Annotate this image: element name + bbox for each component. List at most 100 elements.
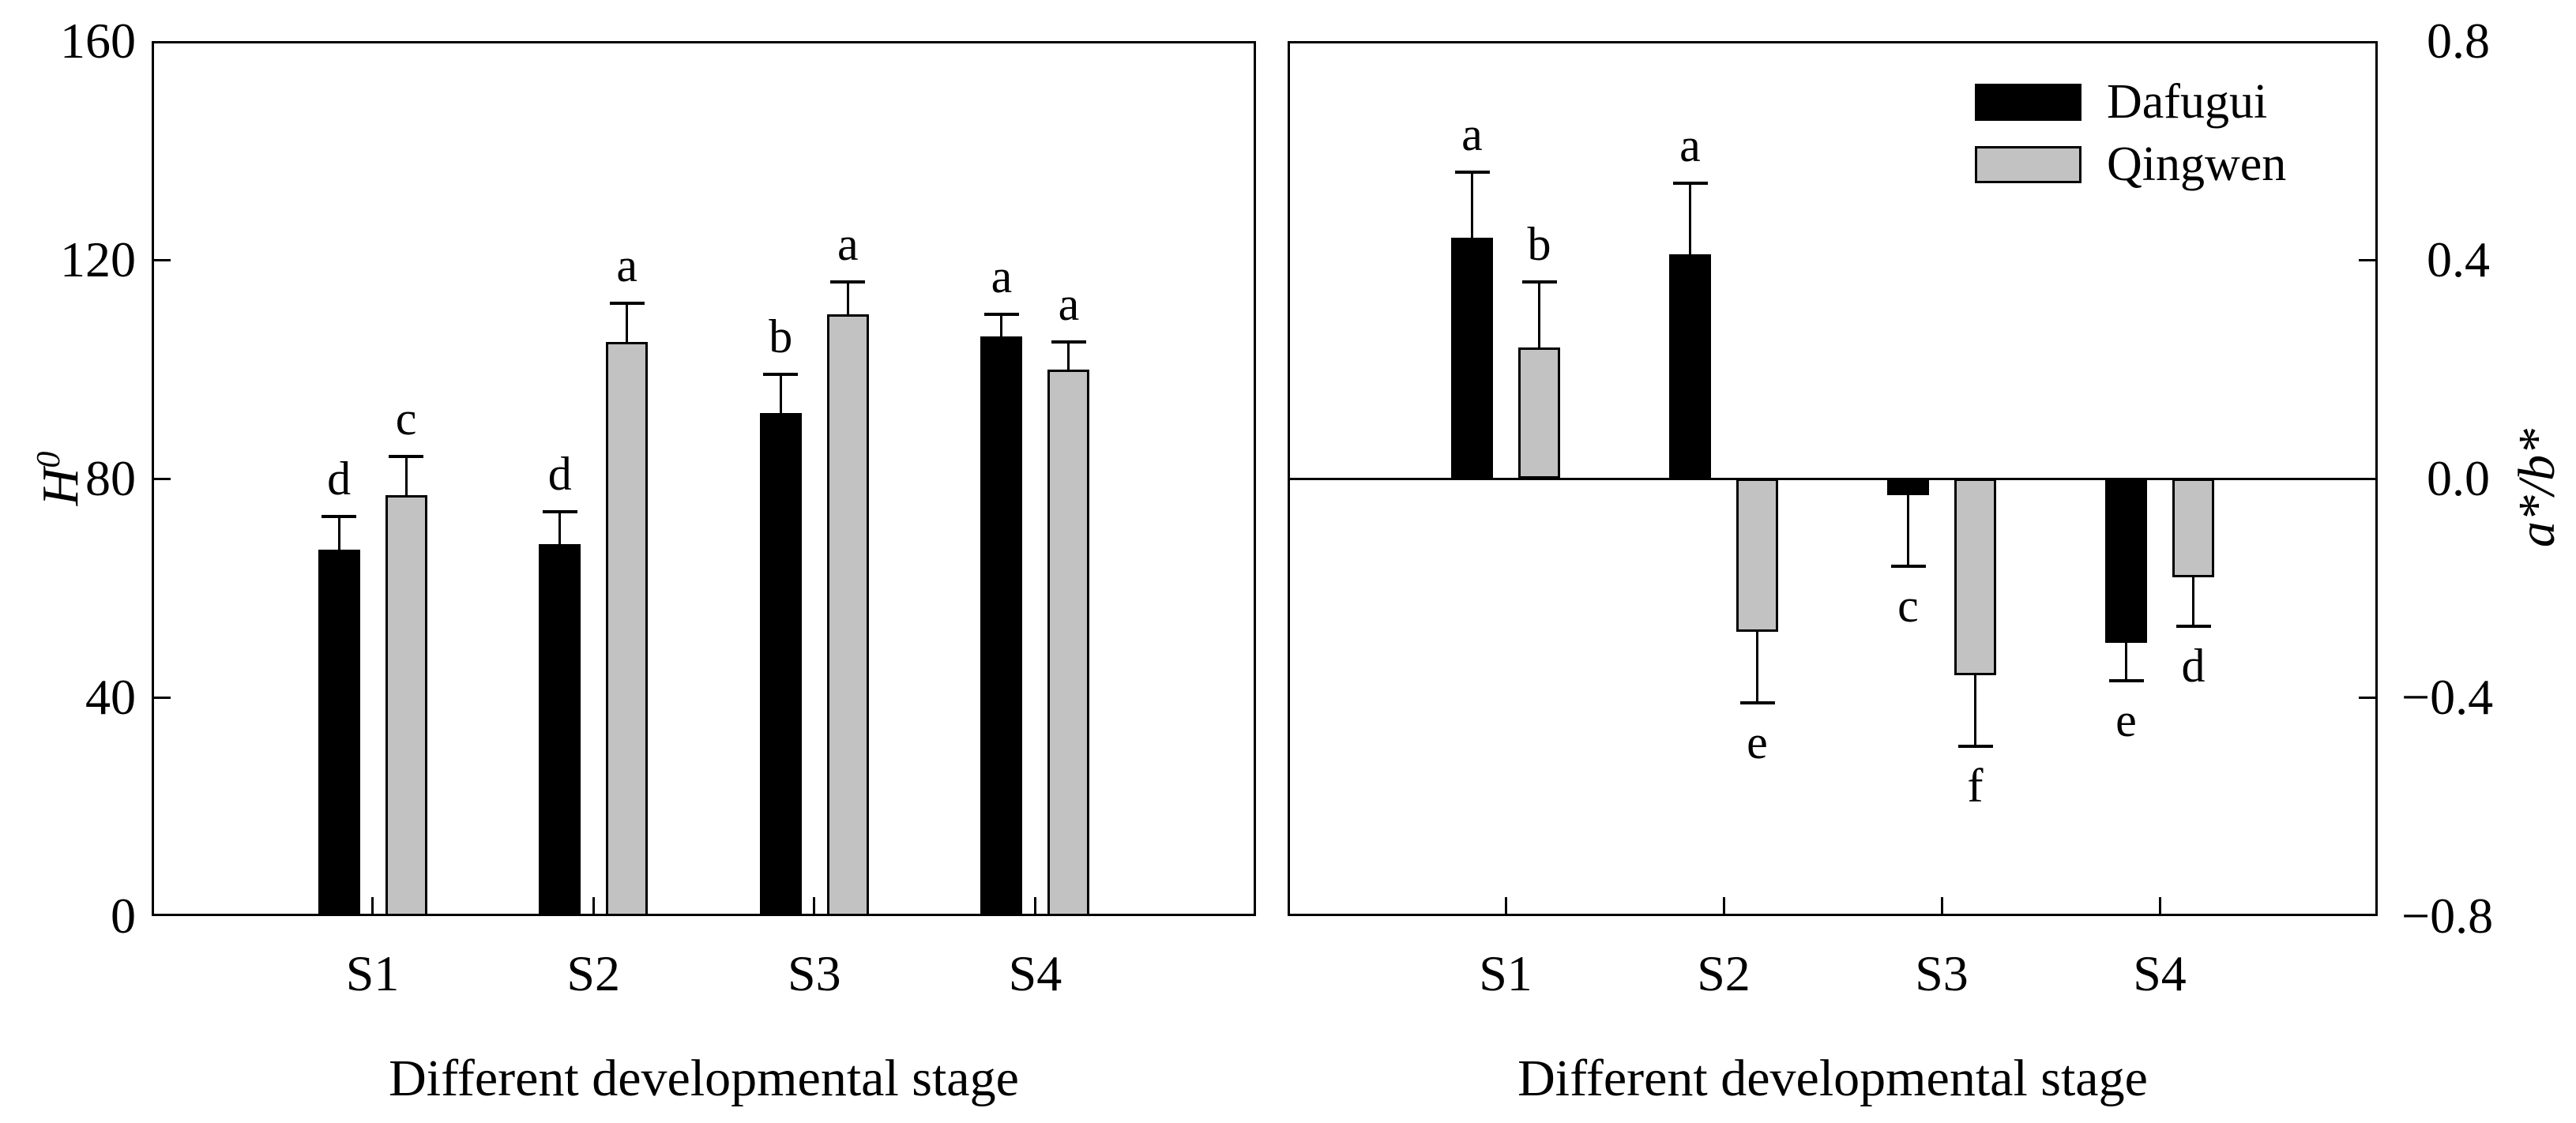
legend-item-dafugui: Dafugui — [1975, 75, 2286, 129]
left-y-axis-title: H0 — [17, 281, 89, 676]
significance-letter: c — [395, 392, 417, 445]
zero-line — [1288, 477, 2378, 480]
bar-qingwen-s4 — [1047, 369, 1090, 916]
bar-qingwen-s3 — [826, 314, 869, 916]
y-tick-label: 160 — [60, 13, 136, 69]
error-bar — [1471, 172, 1473, 238]
error-bar-cap — [1890, 564, 1926, 568]
x-tick — [1033, 897, 1036, 916]
x-tick — [2158, 897, 2161, 916]
significance-letter: d — [327, 453, 352, 505]
left-y-axis-title-sup: 0 — [31, 451, 67, 468]
bar-qingwen-s2 — [606, 341, 649, 916]
x-tick — [1722, 897, 1725, 916]
significance-letter: d — [2181, 639, 2206, 692]
y-tick — [152, 696, 171, 699]
x-tick-label: S4 — [1008, 945, 1062, 1001]
significance-letter: a — [991, 250, 1013, 303]
significance-letter: a — [1461, 108, 1483, 161]
significance-letter: a — [616, 239, 637, 292]
bar-dafugui-s1 — [1451, 238, 1493, 479]
right-y-axis-title: a*/b* — [2508, 428, 2566, 548]
error-bar-cap — [1672, 182, 1708, 186]
error-bar-cap — [1454, 171, 1490, 175]
y-tick-label: 80 — [85, 450, 136, 506]
legend-swatch-dafugui — [1975, 83, 2081, 121]
error-bar — [1974, 675, 1976, 747]
error-bar — [337, 516, 340, 550]
y-tick-label: 0 — [111, 888, 136, 944]
y-tick — [152, 477, 171, 480]
error-bar — [1689, 183, 1691, 255]
y-tick-label: 0.8 — [2427, 13, 2490, 69]
error-bar — [1756, 631, 1758, 703]
error-bar-cap — [609, 302, 645, 306]
error-bar-cap — [1957, 745, 1993, 749]
error-bar — [1000, 314, 1003, 336]
y-tick-label: 120 — [60, 231, 136, 287]
significance-letter: a — [837, 217, 859, 270]
x-tick-label: S4 — [2133, 945, 2187, 1001]
significance-letter: a — [1058, 277, 1080, 330]
bar-dafugui-s4 — [2105, 479, 2147, 643]
error-bar — [1907, 494, 1909, 566]
error-bar — [404, 456, 408, 495]
error-bar-cap — [322, 515, 357, 519]
bar-dafugui-s4 — [980, 336, 1023, 916]
error-bar-cap — [1051, 340, 1086, 344]
bar-qingwen-s4 — [2172, 479, 2214, 577]
error-bar-cap — [830, 280, 866, 284]
error-bar-cap — [1739, 700, 1775, 704]
bar-dafugui-s2 — [1669, 254, 1711, 479]
error-bar-cap — [2108, 679, 2144, 683]
right-x-axis-title: Different developmental stage — [1517, 1050, 2148, 1107]
error-bar-cap — [983, 313, 1019, 317]
error-bar-cap — [1521, 280, 1557, 284]
error-bar — [846, 281, 849, 315]
significance-letter: b — [1527, 217, 1551, 270]
significance-letter: a — [1679, 119, 1701, 172]
x-tick-label: S2 — [1697, 945, 1751, 1001]
x-tick-label: S2 — [566, 945, 620, 1001]
legend-label-dafugui: Dafugui — [2107, 75, 2268, 129]
bar-qingwen-s1 — [1518, 347, 1560, 479]
x-tick — [1940, 897, 1943, 916]
x-tick — [371, 897, 374, 916]
bar-qingwen-s2 — [1736, 479, 1778, 632]
significance-letter: e — [2115, 694, 2137, 747]
error-bar — [1538, 281, 1540, 347]
bar-qingwen-s1 — [385, 494, 427, 916]
error-bar — [2192, 577, 2194, 626]
x-tick — [1504, 897, 1507, 916]
error-bar — [626, 303, 629, 342]
legend-label-qingwen: Qingwen — [2107, 137, 2287, 191]
significance-letter: e — [1747, 715, 1768, 768]
x-tick — [813, 897, 816, 916]
significance-letter: f — [1967, 760, 1984, 813]
error-bar-cap — [542, 509, 577, 513]
error-bar — [779, 374, 782, 413]
y-tick — [2359, 258, 2378, 261]
significance-letter: b — [769, 310, 793, 363]
error-bar — [558, 511, 562, 545]
x-tick-label: S1 — [1479, 945, 1532, 1001]
left-y-axis-title-main: H — [32, 468, 89, 506]
y-tick-label: 40 — [85, 669, 136, 725]
error-bar — [1067, 341, 1070, 370]
x-tick-label: S3 — [788, 945, 841, 1001]
y-tick-label: 0.0 — [2427, 450, 2490, 506]
bar-dafugui-s3 — [759, 412, 802, 916]
legend-swatch-qingwen — [1975, 145, 2081, 183]
y-tick — [152, 258, 171, 261]
y-tick — [2359, 696, 2378, 699]
error-bar — [2125, 642, 2127, 682]
error-bar-cap — [2175, 624, 2211, 628]
error-bar-cap — [389, 455, 424, 459]
bar-dafugui-s1 — [318, 550, 360, 916]
bar-dafugui-s3 — [1887, 479, 1929, 495]
x-tick-label: S3 — [1915, 945, 1969, 1001]
left-x-axis-title: Different developmental stage — [389, 1050, 1019, 1107]
legend: Dafugui Qingwen — [1975, 75, 2287, 207]
y-tick-label: −0.8 — [2401, 888, 2494, 944]
